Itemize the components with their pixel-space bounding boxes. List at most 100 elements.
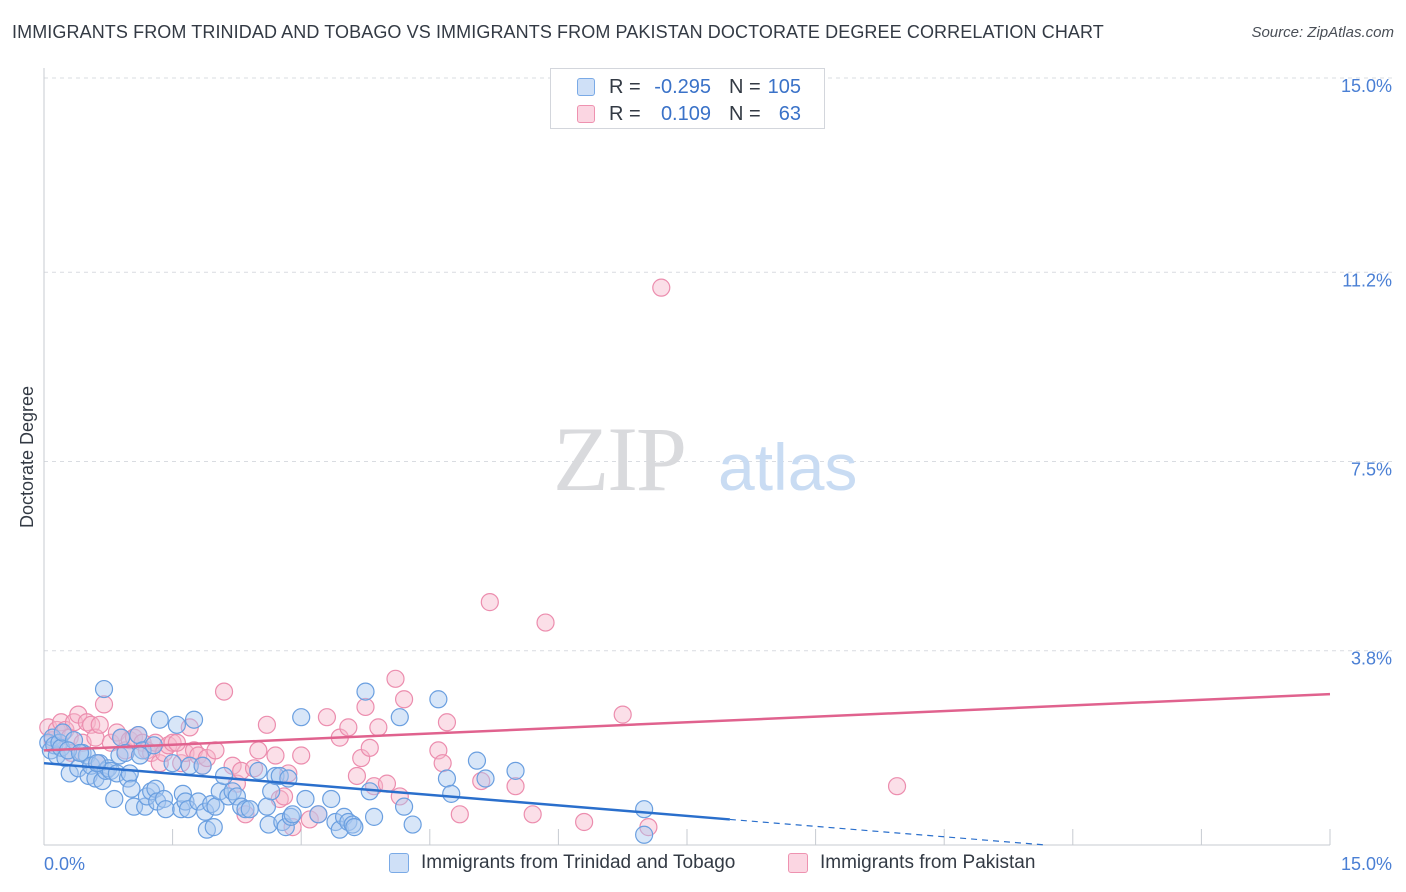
stats-n-value: 105 [767, 76, 801, 98]
pakistan-point [536, 613, 555, 632]
pakistan-point [339, 718, 358, 737]
pakistan-point [167, 733, 186, 752]
trinidad-point [322, 789, 341, 809]
trinidad-point [429, 690, 448, 709]
watermark-atlas: atlas [718, 430, 857, 504]
pakistan-point [652, 278, 671, 297]
y-tick-label: 7.5% [1351, 460, 1392, 480]
trinidad-point [105, 789, 124, 809]
pakistan-point [356, 697, 375, 717]
y-tick-label: 11.2% [1342, 270, 1392, 290]
pakistan-point [257, 715, 277, 734]
pakistan-point [360, 738, 379, 757]
trinidad-point [309, 805, 328, 824]
pakistan-point [450, 805, 469, 824]
x-tick-label: 15.0% [1341, 854, 1392, 874]
y-tick-label: 15.0% [1341, 76, 1392, 96]
stats-n-label: N = [729, 103, 761, 125]
trinidad-point [130, 746, 150, 765]
pakistan-point [437, 713, 457, 732]
legend: Immigrants from Trinidad and Tobago Immi… [0, 851, 1406, 879]
axis-labels: 3.8% 7.5% 11.2% 15.0% 0.0% 15.0% Doctorate Deg… [17, 76, 1392, 874]
trinidad-point [204, 818, 223, 837]
trinidad-point [292, 708, 311, 727]
pakistan-point [94, 695, 114, 714]
stats-row-pakistan: R = 0.109 N = 63 [551, 101, 824, 129]
watermark: ZIP atlas [553, 408, 857, 510]
trend-lines [43, 692, 1331, 846]
trinidad-point [635, 825, 654, 844]
trinidad-point [403, 815, 422, 834]
trinidad-trend-extension [729, 818, 1046, 846]
stats-r-label: R = [609, 76, 641, 98]
stats-r-value: 0.109 [660, 103, 711, 125]
pakistan-point [206, 741, 225, 760]
trinidad-point [167, 715, 186, 734]
pakistan-point [317, 708, 337, 727]
trinidad-point [227, 787, 246, 806]
x-tick-label: 0.0% [44, 854, 85, 874]
pakistan-point [523, 805, 542, 824]
pakistan-point [480, 593, 499, 612]
trinidad-point [112, 728, 131, 747]
trinidad-point [476, 769, 495, 788]
grid [44, 77, 1392, 652]
trinidad-point [437, 769, 457, 788]
trinidad-point [390, 708, 409, 727]
trinidad-point [120, 764, 139, 783]
pakistan-point [300, 810, 319, 829]
trinidad-point [283, 805, 302, 824]
correlation-stats-box: R = -0.295 N = 105 R = 0.109 N = 63 [550, 68, 825, 129]
trinidad-point [236, 800, 255, 819]
stats-r-label: R = [609, 103, 641, 125]
trinidad-point [394, 797, 414, 816]
legend-swatch-trinidad [389, 853, 409, 873]
trinidad-point [193, 756, 212, 775]
pakistan-point [887, 777, 907, 796]
stats-swatch-pakistan [577, 105, 595, 123]
trinidad-trend-line [43, 761, 730, 821]
trinidad-point [296, 789, 315, 809]
trinidad-point [467, 751, 487, 770]
trinidad-point [150, 710, 169, 729]
pakistan-point [369, 718, 388, 737]
trinidad-points [39, 679, 654, 844]
trinidad-point [506, 761, 525, 780]
trinidad-point [163, 754, 182, 773]
stats-r-value: -0.295 [654, 76, 711, 98]
trinidad-point [249, 761, 268, 780]
trinidad-point [156, 800, 175, 819]
y-tick-label: 3.8% [1351, 649, 1392, 669]
pakistan-point [163, 733, 182, 752]
stats-n-value: 63 [778, 103, 801, 125]
stats-row-trinidad: R = -0.295 N = 105 [551, 74, 824, 102]
pakistan-point [433, 754, 452, 773]
trinidad-point [70, 743, 90, 763]
pakistan-trend-line [43, 692, 1331, 752]
stats-swatch-trinidad [577, 78, 595, 96]
pakistan-point [90, 715, 109, 734]
axes [43, 68, 1331, 846]
legend-swatch-pakistan [788, 853, 808, 873]
trinidad-point [129, 725, 148, 745]
pakistan-point [613, 705, 632, 724]
legend-label-trinidad: Immigrants from Trinidad and Tobago [421, 852, 736, 873]
trinidad-point [345, 818, 364, 837]
y-axis-label: Doctorate Degree [17, 386, 37, 528]
chart-source: Source: ZipAtlas.com [1251, 24, 1394, 41]
trinidad-point [273, 812, 292, 832]
pakistan-point [266, 746, 285, 765]
trinidad-point [240, 800, 259, 819]
legend-label-pakistan: Immigrants from Pakistan [820, 852, 1036, 873]
pakistan-points [39, 278, 907, 837]
chart-title: IMMIGRANTS FROM TRINIDAD AND TOBAGO VS I… [12, 22, 1104, 42]
pakistan-point [214, 682, 234, 701]
pakistan-point [506, 777, 525, 796]
trinidad-point [94, 679, 114, 699]
trinidad-point [635, 800, 654, 819]
trinidad-point [442, 784, 461, 803]
pakistan-point [292, 746, 311, 765]
pakistan-point [575, 812, 594, 832]
trinidad-point [262, 782, 281, 801]
